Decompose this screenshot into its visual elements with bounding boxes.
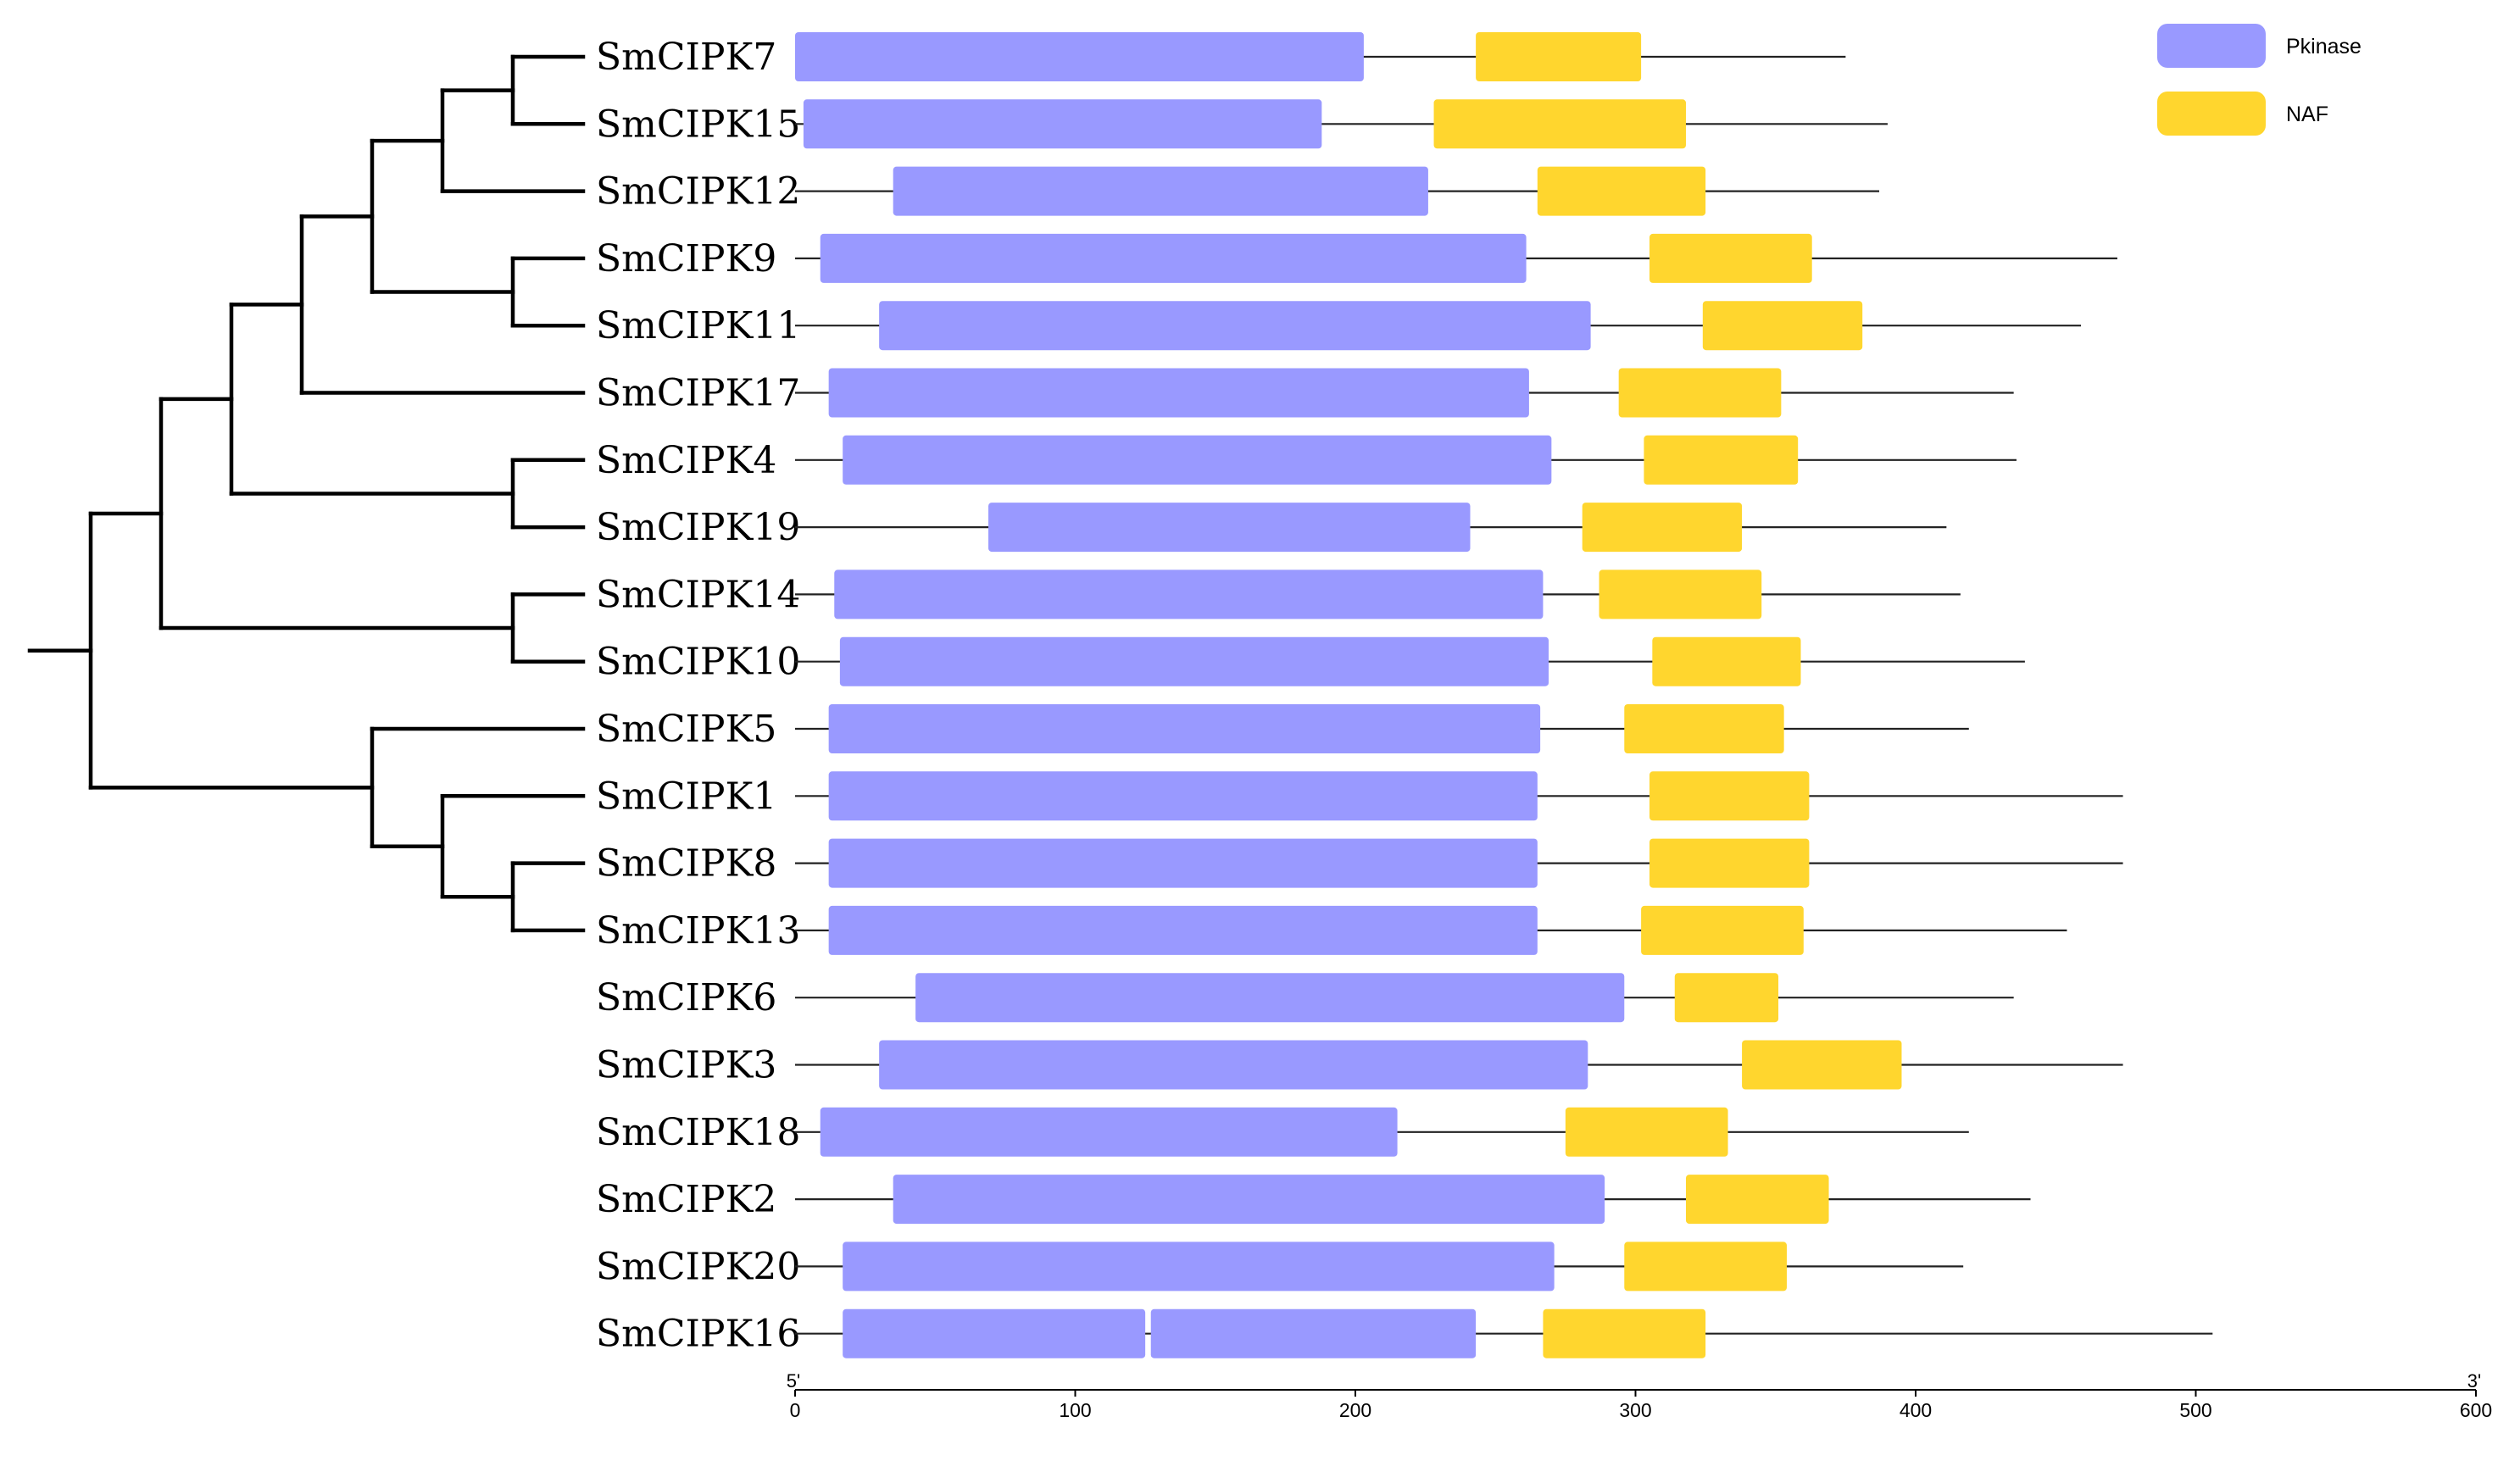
pkinase-domain <box>839 636 1549 686</box>
naf-domain <box>1649 838 1810 888</box>
pkinase-domain <box>828 704 1541 753</box>
pkinase-domain <box>795 32 1364 81</box>
pkinase-domain <box>893 166 1428 216</box>
gene-label: SmCIPK15 <box>596 103 800 146</box>
naf-domain <box>1599 569 1762 619</box>
tick-label: 600 <box>2460 1399 2492 1421</box>
pkinase-domain <box>820 1107 1398 1157</box>
tick-label: 0 <box>790 1399 801 1421</box>
naf-domain <box>1649 233 1812 283</box>
naf-domain <box>1624 704 1784 753</box>
naf-domain <box>1618 368 1782 418</box>
pkinase-domain <box>828 905 1538 955</box>
tick-label: 300 <box>1619 1399 1651 1421</box>
pkinase-domain <box>828 771 1538 821</box>
naf-domain <box>1649 771 1810 821</box>
gene-label: SmCIPK14 <box>596 573 800 616</box>
pkinase-domain <box>834 569 1544 619</box>
gene-label: SmCIPK1 <box>596 775 776 818</box>
gene-tracks <box>795 32 2213 1358</box>
gene-label: SmCIPK4 <box>596 439 776 482</box>
tick-label: 200 <box>1339 1399 1371 1421</box>
axis-start-label: 5' <box>787 1370 800 1392</box>
tick-label: 500 <box>2179 1399 2211 1421</box>
pkinase-domain <box>803 99 1322 149</box>
gene-label: SmCIPK16 <box>596 1313 800 1356</box>
pkinase-domain <box>828 368 1529 418</box>
naf-domain <box>1685 1175 1829 1225</box>
gene-label: SmCIPK11 <box>596 304 800 347</box>
legend: Pkinase NAF <box>2157 24 2361 136</box>
naf-domain <box>1476 32 1642 81</box>
gene-label: SmCIPK10 <box>596 641 800 684</box>
gene-label: SmCIPK20 <box>596 1245 800 1288</box>
legend-label: Pkinase <box>2286 35 2361 58</box>
gene-label: SmCIPK18 <box>596 1111 800 1154</box>
pkinase-domain <box>915 973 1625 1023</box>
naf-domain <box>1565 1107 1728 1157</box>
naf-domain <box>1702 301 1863 351</box>
legend-swatch <box>2157 92 2266 136</box>
gene-label: SmCIPK3 <box>596 1044 776 1087</box>
naf-domain <box>1537 166 1706 216</box>
gene-label: SmCIPK5 <box>596 708 776 751</box>
legend-swatch <box>2157 24 2266 68</box>
gene-labels: SmCIPK7 SmCIPK15 SmCIPK12 SmCIPK9 SmCIPK11 Sm… <box>596 36 800 1356</box>
tick-label: 100 <box>1059 1399 1091 1421</box>
gene-label: SmCIPK17 <box>596 372 800 415</box>
pkinase-domain <box>879 1040 1588 1090</box>
pkinase-domain <box>1150 1308 1477 1358</box>
naf-domain <box>1674 973 1779 1023</box>
pkinase-domain <box>893 1175 1605 1225</box>
gene-label: SmCIPK19 <box>596 506 800 549</box>
pkinase-domain <box>843 1308 1146 1358</box>
gene-label: SmCIPK2 <box>596 1178 776 1221</box>
pkinase-domain <box>843 1242 1555 1292</box>
pkinase-domain <box>828 838 1538 888</box>
pkinase-domain <box>843 435 1552 485</box>
naf-domain <box>1641 905 1804 955</box>
legend-label: NAF <box>2286 103 2328 126</box>
axis-end-label: 3' <box>2467 1370 2481 1392</box>
naf-domain <box>1433 99 1686 149</box>
naf-domain <box>1742 1040 1902 1090</box>
tick-label: 400 <box>1900 1399 1932 1421</box>
pkinase-domain <box>820 233 1527 283</box>
naf-domain <box>1582 503 1743 553</box>
naf-domain <box>1644 435 1799 485</box>
pkinase-domain <box>879 301 1591 351</box>
phylogenetic-tree <box>27 54 586 933</box>
naf-domain <box>1624 1242 1787 1292</box>
gene-label: SmCIPK13 <box>596 909 800 953</box>
gene-label: SmCIPK12 <box>596 170 800 214</box>
length-axis: 0 100 200 300 400 500 600 5' 3' <box>787 1370 2492 1421</box>
pkinase-domain <box>988 503 1471 553</box>
naf-domain <box>1543 1308 1706 1358</box>
naf-domain <box>1652 636 1801 686</box>
gene-label: SmCIPK7 <box>596 36 776 79</box>
gene-label: SmCIPK6 <box>596 976 776 1019</box>
gene-label: SmCIPK8 <box>596 842 776 886</box>
gene-label: SmCIPK9 <box>596 237 776 281</box>
